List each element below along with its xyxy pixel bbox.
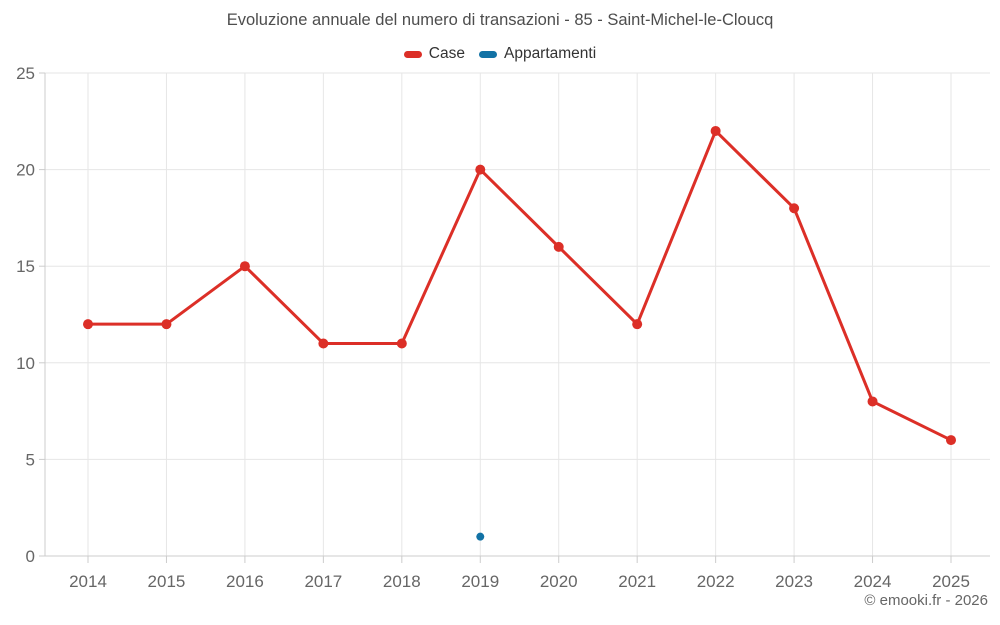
x-tick-label: 2021 [618,572,656,591]
x-tick-label: 2018 [383,572,421,591]
series-line-case [86,129,953,442]
legend-marker-case [403,50,422,58]
x-tick-label: 2015 [148,572,186,591]
x-tick-label: 2025 [932,572,970,591]
data-point-case-2017[interactable] [318,338,329,349]
x-tick-label: 2023 [775,572,813,591]
legend-label-case: Case [428,45,465,62]
x-tick-label: 2024 [854,572,892,591]
data-point-case-2023[interactable] [789,203,800,214]
y-tick-label: 15 [16,257,35,276]
data-point-case-2025[interactable] [946,435,956,446]
legend-marker-appartamenti [478,50,497,58]
legend-item-case[interactable]: Case [403,45,465,63]
y-tick-label: 0 [26,547,35,566]
x-tick-label: 2016 [226,572,264,591]
data-point-case-2018[interactable] [396,338,407,349]
chart-credit: © emooki.fr - 2026 [864,592,988,609]
chart-title: Evoluzione annuale del numero di transaz… [226,11,774,29]
legend-item-appartamenti[interactable]: Appartamenti [478,45,597,63]
data-point-case-2024[interactable] [867,396,878,407]
x-tick-label: 2022 [697,572,735,591]
data-point-case-2016[interactable] [239,261,250,272]
y-tick-label: 20 [16,161,35,180]
x-tick-label: 2019 [461,572,499,591]
y-tick-label: 10 [16,354,35,373]
data-point-case-2014[interactable] [83,319,93,330]
y-tick-label: 5 [26,450,35,469]
data-point-case-2020[interactable] [553,241,564,252]
data-point-case-2015[interactable] [161,319,172,330]
y-tick-label: 25 [16,64,35,83]
data-point-case-2022[interactable] [710,125,721,136]
data-point-case-2021[interactable] [632,319,643,330]
legend-label-appartamenti: Appartamenti [503,45,597,62]
x-tick-label: 2020 [540,572,578,591]
data-point-case-2019[interactable] [475,164,486,175]
data-point-appartamenti-2019[interactable] [476,532,485,541]
chart-legend: Case Appartamenti [0,45,1000,63]
x-tick-label: 2014 [69,572,107,591]
x-tick-label: 2017 [304,572,342,591]
